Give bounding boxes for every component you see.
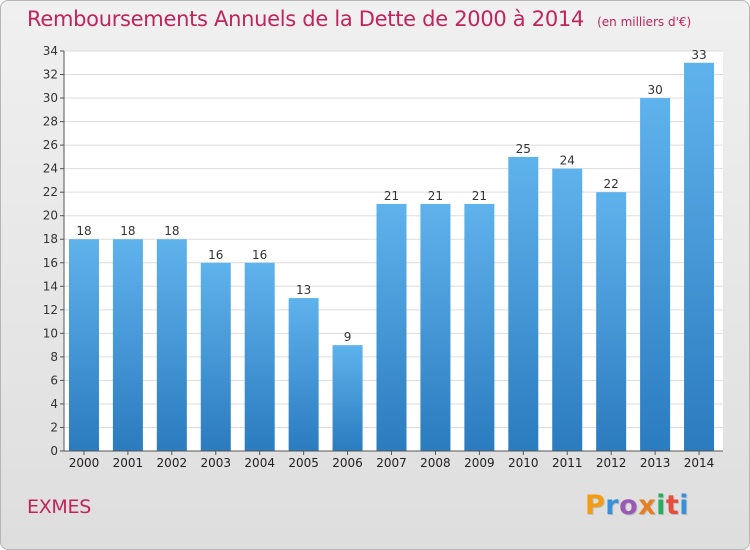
y-tick-label: 6 [50, 373, 58, 387]
bar-value-label: 21 [384, 189, 399, 203]
commune-name: EXMES [27, 496, 91, 518]
bar-2011 [552, 168, 583, 451]
x-tick-label: 2000 [69, 456, 100, 470]
x-tick-label: 2008 [420, 456, 451, 470]
bar-2005 [288, 298, 319, 451]
x-tick-label: 2011 [552, 456, 583, 470]
y-tick-label: 30 [43, 91, 58, 105]
y-tick-label: 28 [43, 115, 58, 129]
bar-2000 [68, 239, 99, 451]
x-tick-label: 2003 [200, 456, 231, 470]
bar-value-label: 24 [560, 154, 575, 168]
chart-title: Remboursements Annuels de la Dette de 20… [27, 7, 584, 31]
bar-2004 [244, 262, 275, 451]
logo-letter: x [638, 490, 657, 521]
bar-2013 [640, 98, 671, 451]
x-tick-label: 2012 [596, 456, 627, 470]
bar-2010 [508, 156, 539, 451]
bar-value-label: 13 [296, 283, 311, 297]
bar-2009 [464, 203, 495, 451]
bar-2014 [684, 62, 715, 451]
x-tick-label: 2001 [113, 456, 144, 470]
x-tick-label: 2010 [508, 456, 539, 470]
logo-letter: P [585, 490, 606, 521]
bar-value-label: 22 [604, 177, 619, 191]
y-tick-label: 20 [43, 209, 58, 223]
bar-value-label: 18 [76, 224, 91, 238]
x-tick-label: 2006 [332, 456, 363, 470]
y-tick-label: 14 [43, 279, 58, 293]
y-tick-label: 22 [43, 185, 58, 199]
bar-2001 [112, 239, 143, 451]
y-tick-label: 18 [43, 232, 58, 246]
bar-value-label: 21 [428, 189, 443, 203]
logo-letter: t [665, 490, 680, 521]
bar-value-label: 33 [691, 48, 706, 62]
y-tick-label: 34 [43, 44, 58, 58]
bar-2006 [332, 345, 363, 451]
bar-2012 [596, 192, 627, 452]
logo-letter: o [619, 490, 639, 521]
x-tick-label: 2002 [157, 456, 188, 470]
y-tick-label: 4 [50, 397, 58, 411]
y-tick-label: 2 [50, 420, 58, 434]
chart-title-row: Remboursements Annuels de la Dette de 20… [27, 7, 691, 31]
labels: 18 18 18 16 16 13 9 21 21 21 25 24 22 30 33 [76, 48, 706, 344]
y-tick-label: 26 [43, 138, 58, 152]
logo-letter: i [679, 490, 690, 521]
bar-2007 [376, 203, 407, 451]
y-tick-label: 12 [43, 303, 58, 317]
y-tick-label: 8 [50, 350, 58, 364]
chart-subtitle: (en milliers d'€) [597, 15, 692, 29]
x-tick-label: 2013 [640, 456, 671, 470]
bar-value-label: 16 [208, 248, 223, 262]
x-tick-label: 2009 [464, 456, 495, 470]
bar-value-label: 9 [344, 330, 352, 344]
x-tick-label: 2004 [244, 456, 275, 470]
logo-letter: i [656, 490, 666, 521]
bar-2002 [156, 239, 187, 451]
y-tick-label: 16 [43, 256, 58, 270]
proxiti-logo: Proxiti [585, 490, 689, 521]
logo-letter: r [605, 490, 620, 521]
y-tick-label: 32 [43, 68, 58, 82]
y-tick-label: 24 [43, 162, 58, 176]
bars [68, 62, 715, 452]
bar-2008 [420, 203, 451, 451]
y-tick-label: 0 [50, 444, 58, 458]
bar-value-label: 21 [472, 189, 487, 203]
x-tick-label: 2005 [288, 456, 319, 470]
x-tick-label: 2014 [684, 456, 715, 470]
bar-value-label: 25 [516, 142, 531, 156]
y-tick-label: 10 [43, 326, 58, 340]
bar-value-label: 16 [252, 248, 267, 262]
bar-value-label: 30 [647, 83, 662, 97]
x-tick-label: 2007 [376, 456, 407, 470]
bar-value-label: 18 [164, 224, 179, 238]
bar-value-label: 18 [120, 224, 135, 238]
bar-2003 [200, 262, 231, 451]
